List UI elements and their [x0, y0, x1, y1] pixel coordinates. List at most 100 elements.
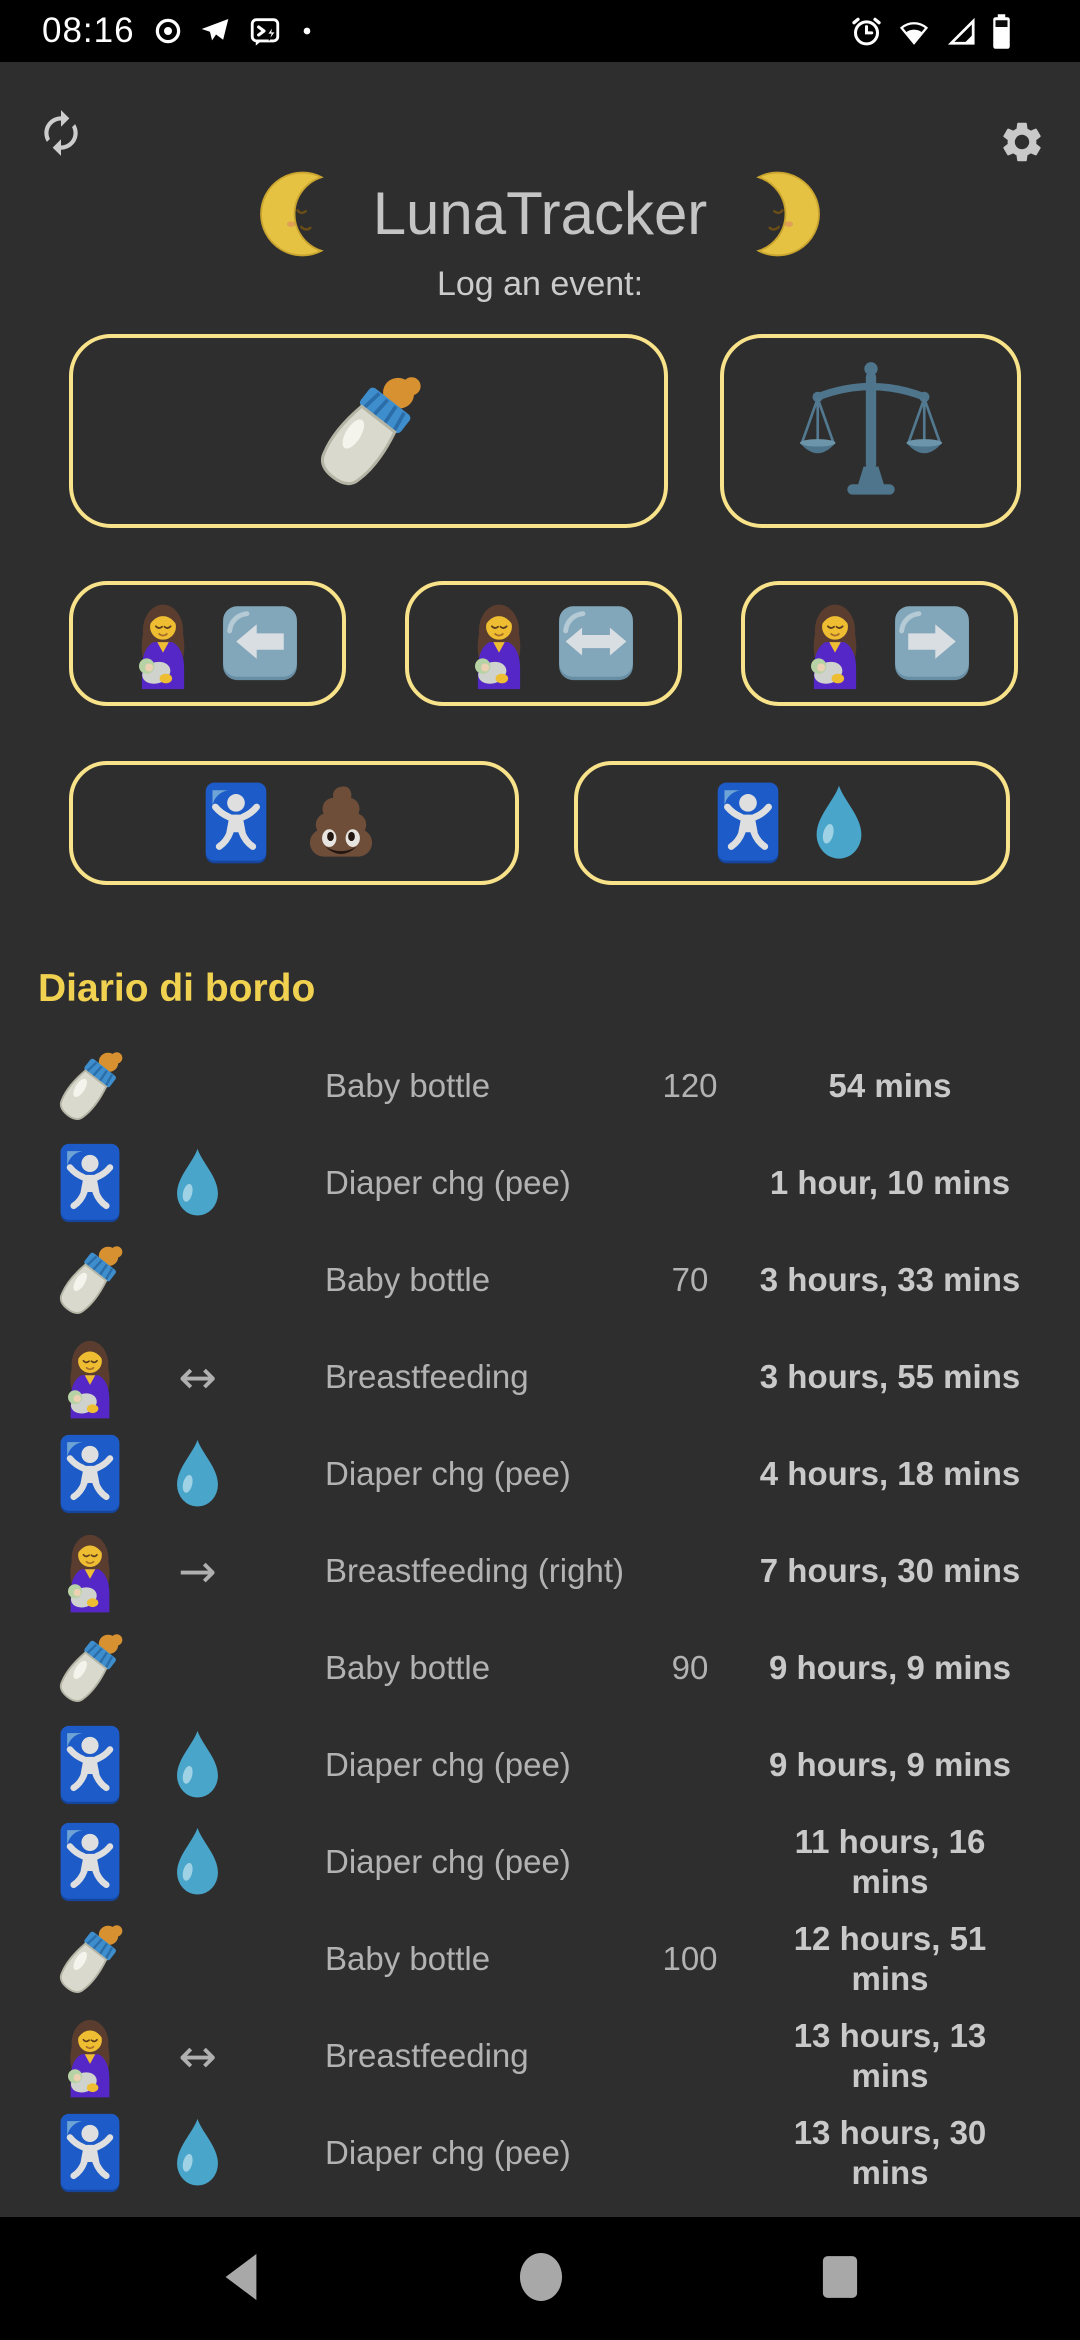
entry-elapsed-time: 11 hours, 16 mins: [794, 1822, 986, 1900]
recents-button[interactable]: [821, 2254, 859, 2303]
telegram-icon: [199, 15, 231, 47]
journal-entry[interactable]: Diaper chg (pee) 4 hours, 18 mins: [40, 1425, 1040, 1522]
baby-bottle-icon: [43, 1912, 137, 2006]
baby-symbol-icon: [59, 1433, 121, 1515]
entry-name: Breastfeeding (right): [325, 1551, 624, 1589]
battery-icon: [991, 13, 1012, 50]
breastfeeding-icon: [115, 596, 211, 692]
arrow-right-glyph: →: [178, 1543, 217, 1598]
entry-subicon-cell: [140, 1144, 255, 1222]
sync-icon: [36, 108, 86, 158]
log-diaper-pee-button[interactable]: [574, 761, 1010, 885]
entry-icon-cell: [40, 2012, 140, 2100]
journal-entry[interactable]: → Breastfeeding (right) 7 hours, 30 mins: [40, 1522, 1040, 1619]
entry-icon-cell: [40, 1142, 140, 1224]
entry-subicon-cell: →: [140, 1548, 255, 1594]
entry-subicon-cell: ↔: [140, 2033, 255, 2079]
log-weight-button[interactable]: [720, 334, 1021, 528]
entry-name: Diaper chg (pee): [325, 1163, 571, 1201]
arrow-right-button-icon: [891, 603, 973, 685]
log-baby-bottle-button[interactable]: [69, 334, 668, 528]
recents-icon: [821, 2254, 859, 2300]
entry-icon-cell: [40, 1233, 140, 1327]
journal-entry[interactable]: Diaper chg (pee) 9 hours, 9 mins: [40, 1716, 1040, 1813]
entry-elapsed-time: 1 hour, 10 mins: [769, 1163, 1011, 1201]
baby-bottle-icon: [43, 1039, 137, 1133]
baby-symbol-icon: [59, 1724, 121, 1806]
notification-dot-icon: [299, 23, 315, 39]
entry-subicon-cell: [140, 2114, 255, 2192]
wifi-icon: [896, 14, 932, 48]
journal-entry[interactable]: Baby bottle 70 3 hours, 33 mins: [40, 1231, 1040, 1328]
entry-name: Baby bottle: [325, 1939, 491, 1977]
sync-button[interactable]: [36, 108, 86, 161]
entry-icon-cell: [40, 2112, 140, 2194]
log-buttons-row-3: [69, 761, 1010, 885]
baby-bottle-icon: [294, 356, 444, 506]
journal-entry[interactable]: Diaper chg (pee) 13 hours, 30 mins: [40, 2104, 1040, 2201]
log-diaper-poop-button[interactable]: [69, 761, 519, 885]
entry-name: Breastfeeding: [325, 1357, 529, 1395]
page-title: LunaTracker: [0, 62, 1080, 260]
entry-name: Diaper chg (pee): [325, 1745, 571, 1783]
settings-button[interactable]: [998, 118, 1046, 169]
home-icon: [518, 2251, 564, 2303]
record-icon: [153, 16, 183, 46]
entry-name: Diaper chg (pee): [325, 1454, 571, 1492]
droplet-icon: [171, 1144, 224, 1222]
journal-entry[interactable]: Baby bottle 120 54 mins: [40, 1037, 1040, 1134]
breastfeeding-icon: [46, 2012, 134, 2100]
entry-name: Baby bottle: [325, 1260, 491, 1298]
status-left-icons: [153, 14, 315, 48]
entry-icon-cell: [40, 1333, 140, 1421]
home-button[interactable]: [518, 2251, 564, 2306]
signal-icon: [945, 15, 978, 48]
journal-list: Baby bottle 120 54 mins Diaper chg (pee) 1 h…: [40, 1037, 1040, 2201]
status-bar: 08:16: [0, 0, 1080, 62]
log-buttons-row-2: [69, 581, 1018, 706]
journal-entry[interactable]: ↔ Breastfeeding 3 hours, 55 mins: [40, 1328, 1040, 1425]
entry-quantity: 120: [662, 1066, 718, 1104]
entry-quantity: 70: [671, 1260, 709, 1298]
log-breastfeeding-left-button[interactable]: [69, 581, 346, 706]
journal-entry[interactable]: Baby bottle 100 12 hours, 51 mins: [40, 1910, 1040, 2007]
baby-symbol-icon: [59, 1142, 121, 1224]
entry-name: Diaper chg (pee): [325, 1842, 571, 1880]
baby-bottle-icon: [43, 1621, 137, 1715]
entry-icon-cell: [40, 1724, 140, 1806]
droplet-icon: [171, 1435, 224, 1513]
breastfeeding-icon: [46, 1527, 134, 1615]
journal-entry[interactable]: Diaper chg (pee) 11 hours, 16 mins: [40, 1813, 1040, 1910]
entry-icon-cell: [40, 1527, 140, 1615]
baby-symbol-icon: [716, 781, 780, 865]
arrow-left-right-button-icon: [555, 603, 637, 685]
entry-elapsed-time: 12 hours, 51 mins: [793, 1919, 987, 1997]
log-event-subtitle: Log an event:: [436, 265, 644, 303]
log-breastfeeding-both-button[interactable]: [405, 581, 682, 706]
waxing-crescent-moon-face-icon: [731, 168, 823, 260]
breastfeeding-icon: [46, 1333, 134, 1421]
entry-elapsed-time: 13 hours, 30 mins: [793, 2113, 987, 2191]
entry-elapsed-time: 9 hours, 9 mins: [768, 1745, 1012, 1783]
back-icon: [221, 2252, 261, 2302]
droplet-icon: [171, 1726, 224, 1804]
breastfeeding-icon: [451, 596, 547, 692]
journal-entry[interactable]: Baby bottle 90 9 hours, 9 mins: [40, 1619, 1040, 1716]
journal-entry[interactable]: Diaper chg (pee) 1 hour, 10 mins: [40, 1134, 1040, 1231]
journal-heading: Diario di bordo: [38, 967, 316, 1010]
baby-bottle-icon: [43, 1233, 137, 1327]
arrow-both-glyph: ↔: [178, 2028, 217, 2083]
entry-elapsed-time: 3 hours, 55 mins: [759, 1357, 1021, 1395]
alarm-icon: [850, 15, 883, 48]
gear-icon: [998, 118, 1046, 166]
entry-name: Diaper chg (pee): [325, 2133, 571, 2171]
back-button[interactable]: [221, 2252, 261, 2305]
entry-elapsed-time: 13 hours, 13 mins: [793, 2016, 987, 2094]
entry-subicon-cell: [140, 1435, 255, 1513]
entry-quantity: 100: [662, 1939, 718, 1977]
message-lightning-icon: [247, 14, 283, 48]
log-breastfeeding-right-button[interactable]: [741, 581, 1018, 706]
journal-entry[interactable]: ↔ Breastfeeding 13 hours, 13 mins: [40, 2007, 1040, 2104]
navigation-bar: [0, 2217, 1080, 2340]
